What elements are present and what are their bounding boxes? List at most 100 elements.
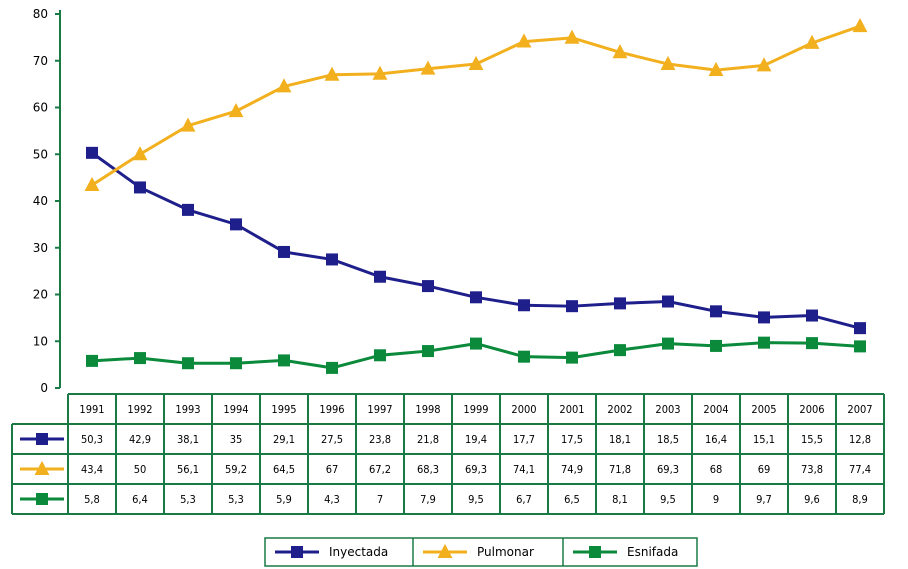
point-esnifada-2005 bbox=[758, 336, 770, 349]
point-pulmonar-1996 bbox=[324, 66, 340, 81]
y-tick-label: 30 bbox=[33, 241, 48, 255]
table-year-2004: 2004 bbox=[703, 403, 728, 416]
y-tick-label: 10 bbox=[33, 334, 48, 348]
y-axis: 0 10 20 30 40 50 60 70 80 bbox=[33, 7, 61, 395]
table-cell-pulmonar-2005: 69 bbox=[758, 463, 771, 476]
table-cell-esnifada-2005: 9,7 bbox=[756, 493, 772, 506]
point-inyectada-1993 bbox=[182, 203, 194, 216]
point-inyectada-1998 bbox=[422, 280, 434, 293]
table-year-1991: 1991 bbox=[79, 403, 104, 416]
legend: Inyectada Pulmonar Esnifada bbox=[264, 537, 698, 567]
table-year-2003: 2003 bbox=[655, 403, 680, 416]
table-cell-inyectada-1993: 38,1 bbox=[177, 433, 199, 446]
table-cell-esnifada-2003: 9,5 bbox=[660, 493, 676, 506]
table-cell-pulmonar-2003: 69,3 bbox=[657, 463, 679, 476]
point-inyectada-2002 bbox=[614, 297, 626, 310]
table-cell-inyectada-1995: 29,1 bbox=[273, 433, 295, 446]
table-year-2005: 2005 bbox=[751, 403, 776, 416]
table-cell-pulmonar-2000: 74,1 bbox=[513, 463, 535, 476]
point-inyectada-1992 bbox=[134, 181, 146, 194]
table-year-1996: 1996 bbox=[319, 403, 344, 416]
table-cell-pulmonar-1991: 43,4 bbox=[81, 463, 103, 476]
point-pulmonar-2007 bbox=[852, 17, 868, 33]
table-cell-inyectada-2004: 16,4 bbox=[705, 433, 727, 446]
point-esnifada-1999 bbox=[470, 337, 482, 350]
table-cell-esnifada-2007: 8,9 bbox=[852, 493, 868, 506]
table-year-1999: 1999 bbox=[463, 403, 488, 416]
table-cell-esnifada-1996: 4,3 bbox=[324, 493, 340, 506]
table-cell-esnifada-2000: 6,7 bbox=[516, 493, 532, 506]
table-cell-pulmonar-2002: 71,8 bbox=[609, 463, 631, 476]
point-pulmonar-1995 bbox=[276, 78, 292, 93]
table-cell-pulmonar-1998: 68,3 bbox=[417, 463, 439, 476]
legend-marker-esnifada bbox=[589, 546, 601, 558]
legend-label-esnifada: Esnifada bbox=[627, 545, 678, 559]
table-cell-pulmonar-2007: 77,4 bbox=[849, 463, 871, 476]
table-cell-pulmonar-2001: 74,9 bbox=[561, 463, 583, 476]
table-cell-pulmonar-1997: 67,2 bbox=[369, 463, 391, 476]
y-tick-label: 40 bbox=[33, 194, 48, 208]
point-inyectada-2001 bbox=[566, 300, 578, 313]
table-cell-esnifada-1998: 7,9 bbox=[420, 493, 436, 506]
point-inyectada-1999 bbox=[470, 291, 482, 304]
y-tick-label: 70 bbox=[33, 54, 48, 68]
point-esnifada-1992 bbox=[134, 352, 146, 365]
point-pulmonar-1998 bbox=[420, 60, 436, 75]
legend-box bbox=[264, 537, 698, 567]
point-pulmonar-2003 bbox=[660, 55, 676, 70]
table-cell-pulmonar-2006: 73,8 bbox=[801, 463, 823, 476]
table-cell-esnifada-2006: 9,6 bbox=[804, 493, 820, 506]
table-key-marker-esnifada bbox=[36, 493, 48, 505]
table-year-2000: 2000 bbox=[511, 403, 536, 416]
point-esnifada-2006 bbox=[806, 337, 818, 350]
point-pulmonar-1994 bbox=[228, 103, 244, 118]
point-pulmonar-1992 bbox=[132, 146, 148, 161]
table-cell-inyectada-2007: 12,8 bbox=[849, 433, 871, 446]
legend-marker-inyectada bbox=[291, 546, 303, 558]
table-cell-inyectada-2000: 17,7 bbox=[513, 433, 535, 446]
table-cell-inyectada-2002: 18,1 bbox=[609, 433, 631, 446]
point-esnifada-2007 bbox=[854, 340, 866, 353]
point-pulmonar-2004 bbox=[708, 61, 724, 77]
table-cell-inyectada-2003: 18,5 bbox=[657, 433, 679, 446]
table-cell-pulmonar-1993: 56,1 bbox=[177, 463, 199, 476]
series-lines bbox=[84, 17, 868, 374]
point-esnifada-1995 bbox=[278, 354, 290, 367]
point-pulmonar-2005 bbox=[756, 57, 772, 72]
table-cell-esnifada-1993: 5,3 bbox=[180, 493, 196, 506]
y-tick-label: 50 bbox=[33, 147, 48, 161]
table-year-1993: 1993 bbox=[175, 403, 200, 416]
point-pulmonar-2006 bbox=[804, 34, 820, 49]
point-esnifada-1994 bbox=[230, 357, 242, 370]
table-key-marker-pulmonar bbox=[34, 460, 50, 475]
table-cell-pulmonar-1999: 69,3 bbox=[465, 463, 487, 476]
table-year-2002: 2002 bbox=[607, 403, 632, 416]
point-esnifada-1998 bbox=[422, 345, 434, 358]
point-pulmonar-1993 bbox=[180, 117, 196, 132]
table-year-1994: 1994 bbox=[223, 403, 248, 416]
point-esnifada-2003 bbox=[662, 337, 674, 350]
table-cell-inyectada-2006: 15,5 bbox=[801, 433, 823, 446]
point-inyectada-1996 bbox=[326, 253, 338, 266]
point-pulmonar-1999 bbox=[468, 55, 484, 70]
point-inyectada-2003 bbox=[662, 295, 674, 308]
table-cell-inyectada-1991: 50,3 bbox=[81, 433, 103, 446]
point-inyectada-2006 bbox=[806, 309, 818, 322]
y-tick-label: 20 bbox=[33, 288, 48, 302]
table-year-2001: 2001 bbox=[559, 403, 584, 416]
table-cell-inyectada-1992: 42,9 bbox=[129, 433, 151, 446]
table-cell-esnifada-1995: 5,9 bbox=[276, 493, 292, 506]
table-cell-pulmonar-1996: 67 bbox=[326, 463, 339, 476]
point-pulmonar-2001 bbox=[564, 29, 580, 44]
table-cell-inyectada-1997: 23,8 bbox=[369, 433, 391, 446]
legend-label-inyectada: Inyectada bbox=[329, 545, 388, 559]
table-cell-pulmonar-2004: 68 bbox=[710, 463, 723, 476]
legend-label-pulmonar: Pulmonar bbox=[477, 545, 534, 559]
point-pulmonar-2000 bbox=[516, 33, 532, 48]
series-line-pulmonar bbox=[91, 24, 861, 187]
table-cell-pulmonar-1995: 64,5 bbox=[273, 463, 295, 476]
table-year-1992: 1992 bbox=[127, 403, 152, 416]
point-pulmonar-1997 bbox=[372, 65, 388, 80]
point-esnifada-2001 bbox=[566, 351, 578, 364]
point-inyectada-2000 bbox=[518, 299, 530, 312]
